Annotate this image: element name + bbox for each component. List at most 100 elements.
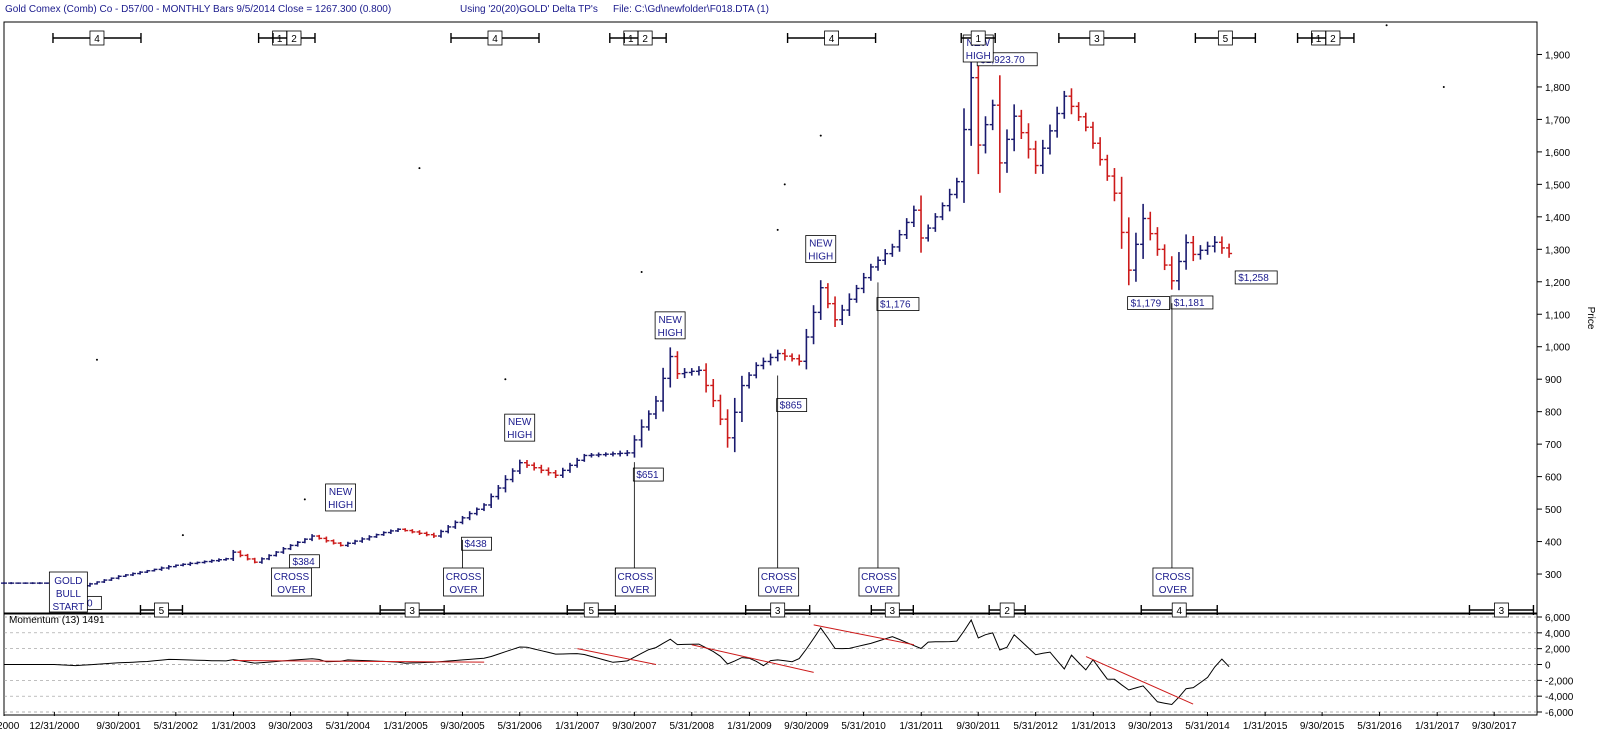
crossover-box: [758, 567, 800, 597]
wave-box: [824, 30, 839, 46]
momentum-tick-label: 2,000: [1545, 645, 1570, 656]
wave-label: 5: [159, 606, 165, 617]
momentum-tick-label: 6,000: [1545, 613, 1570, 624]
y-tick-label: 300: [1545, 570, 1562, 581]
x-tick-label: 5/31/2012: [1013, 721, 1058, 732]
x-tick-label: 9/30/2007: [612, 721, 657, 732]
chart-title: Gold Comex (Comb) Co - D57/00 - MONTHLY …: [5, 4, 392, 15]
wave-box: [884, 602, 900, 618]
crossover-label: CROSS: [446, 572, 482, 583]
price-label: $384: [292, 557, 315, 568]
wave-label: 3: [409, 606, 415, 617]
study-name: Using '20(20)GOLD' Delta TP's: [460, 4, 598, 15]
y-tick-label: 1,600: [1545, 148, 1570, 159]
price-label-box: [776, 398, 808, 412]
crossover-box: [271, 567, 312, 597]
new-high-box: [805, 235, 837, 263]
x-tick-label: 1/31/2017: [1415, 721, 1460, 732]
x-tick-label: 9/30/2001: [96, 721, 141, 732]
wave-box: [770, 602, 786, 618]
new-high-label: NEW: [508, 417, 532, 428]
crossover-label: OVER: [865, 585, 893, 596]
x-tick-label: 12/31/2000: [29, 721, 79, 732]
y-tick-label: 700: [1545, 440, 1562, 451]
x-tick-label: 9/30/2005: [440, 721, 485, 732]
wave-label: 3: [1499, 606, 1505, 617]
crossover-label: CROSS: [274, 572, 310, 583]
price-label: $1,176: [880, 300, 911, 311]
wave-label: 3: [890, 606, 896, 617]
y-tick-label: 400: [1545, 538, 1562, 549]
wave-box: [1089, 30, 1105, 46]
wave-box: [1325, 30, 1341, 46]
x-tick-label: 1/31/2015: [1243, 721, 1288, 732]
x-tick-label: 1/31/2011: [899, 721, 943, 732]
wave-box: [1494, 602, 1509, 618]
x-tick-label: 0/2000: [0, 721, 20, 732]
wave-box: [404, 602, 420, 618]
price-label-box: [876, 297, 920, 311]
momentum-line: [4, 618, 1230, 706]
wave-label: 3: [775, 606, 781, 617]
wave-box: [999, 602, 1015, 618]
new-high-label: HIGH: [658, 328, 683, 339]
projection-dot: [640, 271, 643, 274]
price-label-box: [1234, 270, 1278, 285]
new-high-label: NEW: [809, 239, 833, 250]
y-tick-label: 600: [1545, 473, 1562, 484]
wave-box: [583, 602, 599, 618]
price-label: $1,258: [1238, 273, 1269, 284]
momentum-tick-label: 0: [1545, 661, 1551, 672]
crossover-label: CROSS: [861, 572, 897, 583]
wave-label: 1: [628, 34, 634, 45]
crossover-label: CROSS: [618, 572, 654, 583]
crossover-label: CROSS: [1155, 572, 1191, 583]
wave-box: [286, 30, 302, 46]
momentum-tick-label: -4,000: [1545, 692, 1574, 703]
y-tick-label: 1,000: [1545, 343, 1570, 354]
new-high-box: [504, 413, 536, 442]
x-tick-label: 5/31/2006: [497, 721, 542, 732]
x-tick-label: 9/30/2009: [784, 721, 829, 732]
bull-start-label: GOLD: [54, 576, 82, 587]
x-tick-label: 1/31/2009: [727, 721, 772, 732]
wave-label: 2: [1004, 606, 1010, 617]
crossover-box: [1152, 567, 1194, 597]
x-tick-label: 1/31/2005: [383, 721, 428, 732]
new-high-box: [325, 483, 356, 512]
crossover-label: OVER: [277, 585, 305, 596]
crossover-label: CROSS: [761, 572, 797, 583]
x-tick-label: 9/30/2015: [1300, 721, 1345, 732]
wave-box: [89, 30, 105, 46]
crossover-label: OVER: [449, 585, 477, 596]
bull-start-label: BULL: [56, 589, 81, 600]
price-label-box: [1170, 295, 1214, 310]
y-tick-label: 900: [1545, 375, 1562, 386]
momentum-tick-label: -2,000: [1545, 676, 1574, 687]
wave-label: 1: [975, 34, 981, 45]
price-label-box: [461, 536, 492, 551]
x-tick-label: 1/31/2007: [555, 721, 600, 732]
wave-box: [154, 602, 169, 618]
x-tick-label: 9/30/2017: [1472, 721, 1517, 732]
y-tick-label: 1,800: [1545, 83, 1570, 94]
x-tick-label: 1/31/2013: [1071, 721, 1116, 732]
crossover-label: OVER: [1159, 585, 1187, 596]
momentum-trendline: [813, 624, 915, 646]
wave-box: [1217, 30, 1233, 46]
wave-box: [970, 30, 986, 46]
wave-label: 5: [1223, 34, 1229, 45]
y-tick-label: 1,100: [1545, 310, 1570, 321]
x-tick-label: 9/30/2003: [268, 721, 313, 732]
new-high-box: [654, 311, 686, 340]
y-tick-label: 1,300: [1545, 245, 1570, 256]
price-label: $651: [636, 470, 659, 481]
projection-dot: [1442, 85, 1445, 88]
momentum-trendline: [1085, 656, 1194, 705]
price-label-box: [1127, 296, 1171, 310]
price-label: $1,179: [1131, 299, 1162, 310]
y-tick-label: 1,700: [1545, 115, 1570, 126]
price-label: $1,181: [1174, 298, 1205, 309]
new-high-label: NEW: [329, 487, 353, 498]
